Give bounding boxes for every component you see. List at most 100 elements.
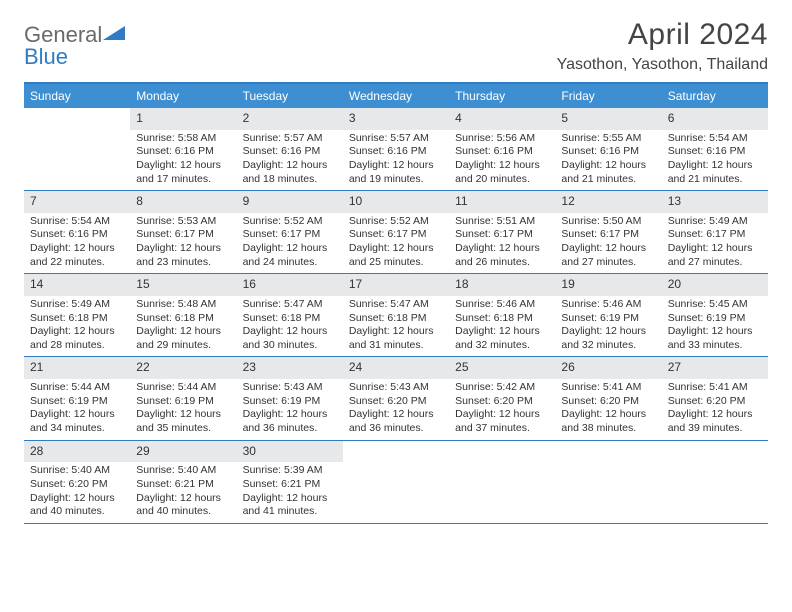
sunset-text: Sunset: 6:16 PM — [455, 145, 549, 159]
daylight-text: Daylight: 12 hours and 29 minutes. — [136, 325, 230, 352]
sunset-text: Sunset: 6:18 PM — [30, 312, 124, 326]
day-cell-empty: . — [343, 441, 449, 523]
day-details: Sunrise: 5:52 AMSunset: 6:17 PMDaylight:… — [343, 213, 449, 274]
daylight-text: Daylight: 12 hours and 32 minutes. — [455, 325, 549, 352]
day-number: 29 — [130, 441, 236, 463]
day-cell-empty: . — [555, 441, 661, 523]
dow-row: SundayMondayTuesdayWednesdayThursdayFrid… — [24, 84, 768, 108]
day-cell-13: 13Sunrise: 5:49 AMSunset: 6:17 PMDayligh… — [662, 191, 768, 273]
day-details: Sunrise: 5:54 AMSunset: 6:16 PMDaylight:… — [662, 130, 768, 191]
day-cell-20: 20Sunrise: 5:45 AMSunset: 6:19 PMDayligh… — [662, 274, 768, 356]
sunrise-text: Sunrise: 5:54 AM — [668, 132, 762, 146]
day-cell-4: 4Sunrise: 5:56 AMSunset: 6:16 PMDaylight… — [449, 108, 555, 190]
sunset-text: Sunset: 6:18 PM — [455, 312, 549, 326]
daylight-text: Daylight: 12 hours and 24 minutes. — [243, 242, 337, 269]
dow-saturday: Saturday — [662, 84, 768, 108]
daylight-text: Daylight: 12 hours and 40 minutes. — [136, 492, 230, 519]
day-number: 7 — [24, 191, 130, 213]
day-cell-empty: . — [449, 441, 555, 523]
daylight-text: Daylight: 12 hours and 23 minutes. — [136, 242, 230, 269]
dow-tuesday: Tuesday — [237, 84, 343, 108]
sunset-text: Sunset: 6:20 PM — [349, 395, 443, 409]
day-number: 18 — [449, 274, 555, 296]
day-cell-25: 25Sunrise: 5:42 AMSunset: 6:20 PMDayligh… — [449, 357, 555, 439]
logo-triangle-icon — [103, 24, 125, 46]
sunrise-text: Sunrise: 5:49 AM — [30, 298, 124, 312]
day-cell-3: 3Sunrise: 5:57 AMSunset: 6:16 PMDaylight… — [343, 108, 449, 190]
daylight-text: Daylight: 12 hours and 26 minutes. — [455, 242, 549, 269]
day-number: 5 — [555, 108, 661, 130]
day-cell-21: 21Sunrise: 5:44 AMSunset: 6:19 PMDayligh… — [24, 357, 130, 439]
day-cell-18: 18Sunrise: 5:46 AMSunset: 6:18 PMDayligh… — [449, 274, 555, 356]
sunrise-text: Sunrise: 5:54 AM — [30, 215, 124, 229]
sunrise-text: Sunrise: 5:56 AM — [455, 132, 549, 146]
daylight-text: Daylight: 12 hours and 25 minutes. — [349, 242, 443, 269]
sunrise-text: Sunrise: 5:51 AM — [455, 215, 549, 229]
sunrise-text: Sunrise: 5:40 AM — [30, 464, 124, 478]
day-number: 17 — [343, 274, 449, 296]
day-details: Sunrise: 5:41 AMSunset: 6:20 PMDaylight:… — [662, 379, 768, 440]
daylight-text: Daylight: 12 hours and 32 minutes. — [561, 325, 655, 352]
daylight-text: Daylight: 12 hours and 38 minutes. — [561, 408, 655, 435]
daylight-text: Daylight: 12 hours and 21 minutes. — [668, 159, 762, 186]
day-cell-23: 23Sunrise: 5:43 AMSunset: 6:19 PMDayligh… — [237, 357, 343, 439]
sunrise-text: Sunrise: 5:48 AM — [136, 298, 230, 312]
day-cell-9: 9Sunrise: 5:52 AMSunset: 6:17 PMDaylight… — [237, 191, 343, 273]
day-cell-15: 15Sunrise: 5:48 AMSunset: 6:18 PMDayligh… — [130, 274, 236, 356]
sunrise-text: Sunrise: 5:47 AM — [349, 298, 443, 312]
day-details: Sunrise: 5:42 AMSunset: 6:20 PMDaylight:… — [449, 379, 555, 440]
week-row: 14Sunrise: 5:49 AMSunset: 6:18 PMDayligh… — [24, 274, 768, 357]
day-details: Sunrise: 5:49 AMSunset: 6:18 PMDaylight:… — [24, 296, 130, 357]
day-cell-22: 22Sunrise: 5:44 AMSunset: 6:19 PMDayligh… — [130, 357, 236, 439]
sunrise-text: Sunrise: 5:53 AM — [136, 215, 230, 229]
page-header: General Blue April 2024 Yasothon, Yasoth… — [24, 18, 768, 74]
sunrise-text: Sunrise: 5:47 AM — [243, 298, 337, 312]
day-cell-16: 16Sunrise: 5:47 AMSunset: 6:18 PMDayligh… — [237, 274, 343, 356]
day-cell-2: 2Sunrise: 5:57 AMSunset: 6:16 PMDaylight… — [237, 108, 343, 190]
sunrise-text: Sunrise: 5:41 AM — [668, 381, 762, 395]
sunrise-text: Sunrise: 5:50 AM — [561, 215, 655, 229]
daylight-text: Daylight: 12 hours and 41 minutes. — [243, 492, 337, 519]
day-details: Sunrise: 5:40 AMSunset: 6:20 PMDaylight:… — [24, 462, 130, 523]
daylight-text: Daylight: 12 hours and 33 minutes. — [668, 325, 762, 352]
day-number: 4 — [449, 108, 555, 130]
sunrise-text: Sunrise: 5:41 AM — [561, 381, 655, 395]
sunset-text: Sunset: 6:20 PM — [30, 478, 124, 492]
logo: General Blue — [24, 18, 125, 68]
daylight-text: Daylight: 12 hours and 22 minutes. — [30, 242, 124, 269]
day-details: Sunrise: 5:40 AMSunset: 6:21 PMDaylight:… — [130, 462, 236, 523]
sunrise-text: Sunrise: 5:45 AM — [668, 298, 762, 312]
daylight-text: Daylight: 12 hours and 30 minutes. — [243, 325, 337, 352]
daylight-text: Daylight: 12 hours and 37 minutes. — [455, 408, 549, 435]
sunset-text: Sunset: 6:17 PM — [561, 228, 655, 242]
sunset-text: Sunset: 6:19 PM — [243, 395, 337, 409]
daylight-text: Daylight: 12 hours and 35 minutes. — [136, 408, 230, 435]
daylight-text: Daylight: 12 hours and 40 minutes. — [30, 492, 124, 519]
daylight-text: Daylight: 12 hours and 39 minutes. — [668, 408, 762, 435]
day-cell-5: 5Sunrise: 5:55 AMSunset: 6:16 PMDaylight… — [555, 108, 661, 190]
day-details: Sunrise: 5:47 AMSunset: 6:18 PMDaylight:… — [237, 296, 343, 357]
sunrise-text: Sunrise: 5:39 AM — [243, 464, 337, 478]
day-number: 11 — [449, 191, 555, 213]
day-details: Sunrise: 5:49 AMSunset: 6:17 PMDaylight:… — [662, 213, 768, 274]
sunset-text: Sunset: 6:18 PM — [136, 312, 230, 326]
day-number: 24 — [343, 357, 449, 379]
day-details: Sunrise: 5:55 AMSunset: 6:16 PMDaylight:… — [555, 130, 661, 191]
daylight-text: Daylight: 12 hours and 34 minutes. — [30, 408, 124, 435]
day-number: 2 — [237, 108, 343, 130]
day-cell-empty: . — [662, 441, 768, 523]
week-row: 21Sunrise: 5:44 AMSunset: 6:19 PMDayligh… — [24, 357, 768, 440]
day-details: Sunrise: 5:54 AMSunset: 6:16 PMDaylight:… — [24, 213, 130, 274]
sunset-text: Sunset: 6:21 PM — [136, 478, 230, 492]
sunset-text: Sunset: 6:19 PM — [30, 395, 124, 409]
day-details: Sunrise: 5:56 AMSunset: 6:16 PMDaylight:… — [449, 130, 555, 191]
day-cell-28: 28Sunrise: 5:40 AMSunset: 6:20 PMDayligh… — [24, 441, 130, 523]
day-cell-6: 6Sunrise: 5:54 AMSunset: 6:16 PMDaylight… — [662, 108, 768, 190]
day-number: 23 — [237, 357, 343, 379]
day-cell-11: 11Sunrise: 5:51 AMSunset: 6:17 PMDayligh… — [449, 191, 555, 273]
daylight-text: Daylight: 12 hours and 18 minutes. — [243, 159, 337, 186]
day-number: 14 — [24, 274, 130, 296]
sunset-text: Sunset: 6:16 PM — [30, 228, 124, 242]
day-details: Sunrise: 5:58 AMSunset: 6:16 PMDaylight:… — [130, 130, 236, 191]
dow-thursday: Thursday — [449, 84, 555, 108]
